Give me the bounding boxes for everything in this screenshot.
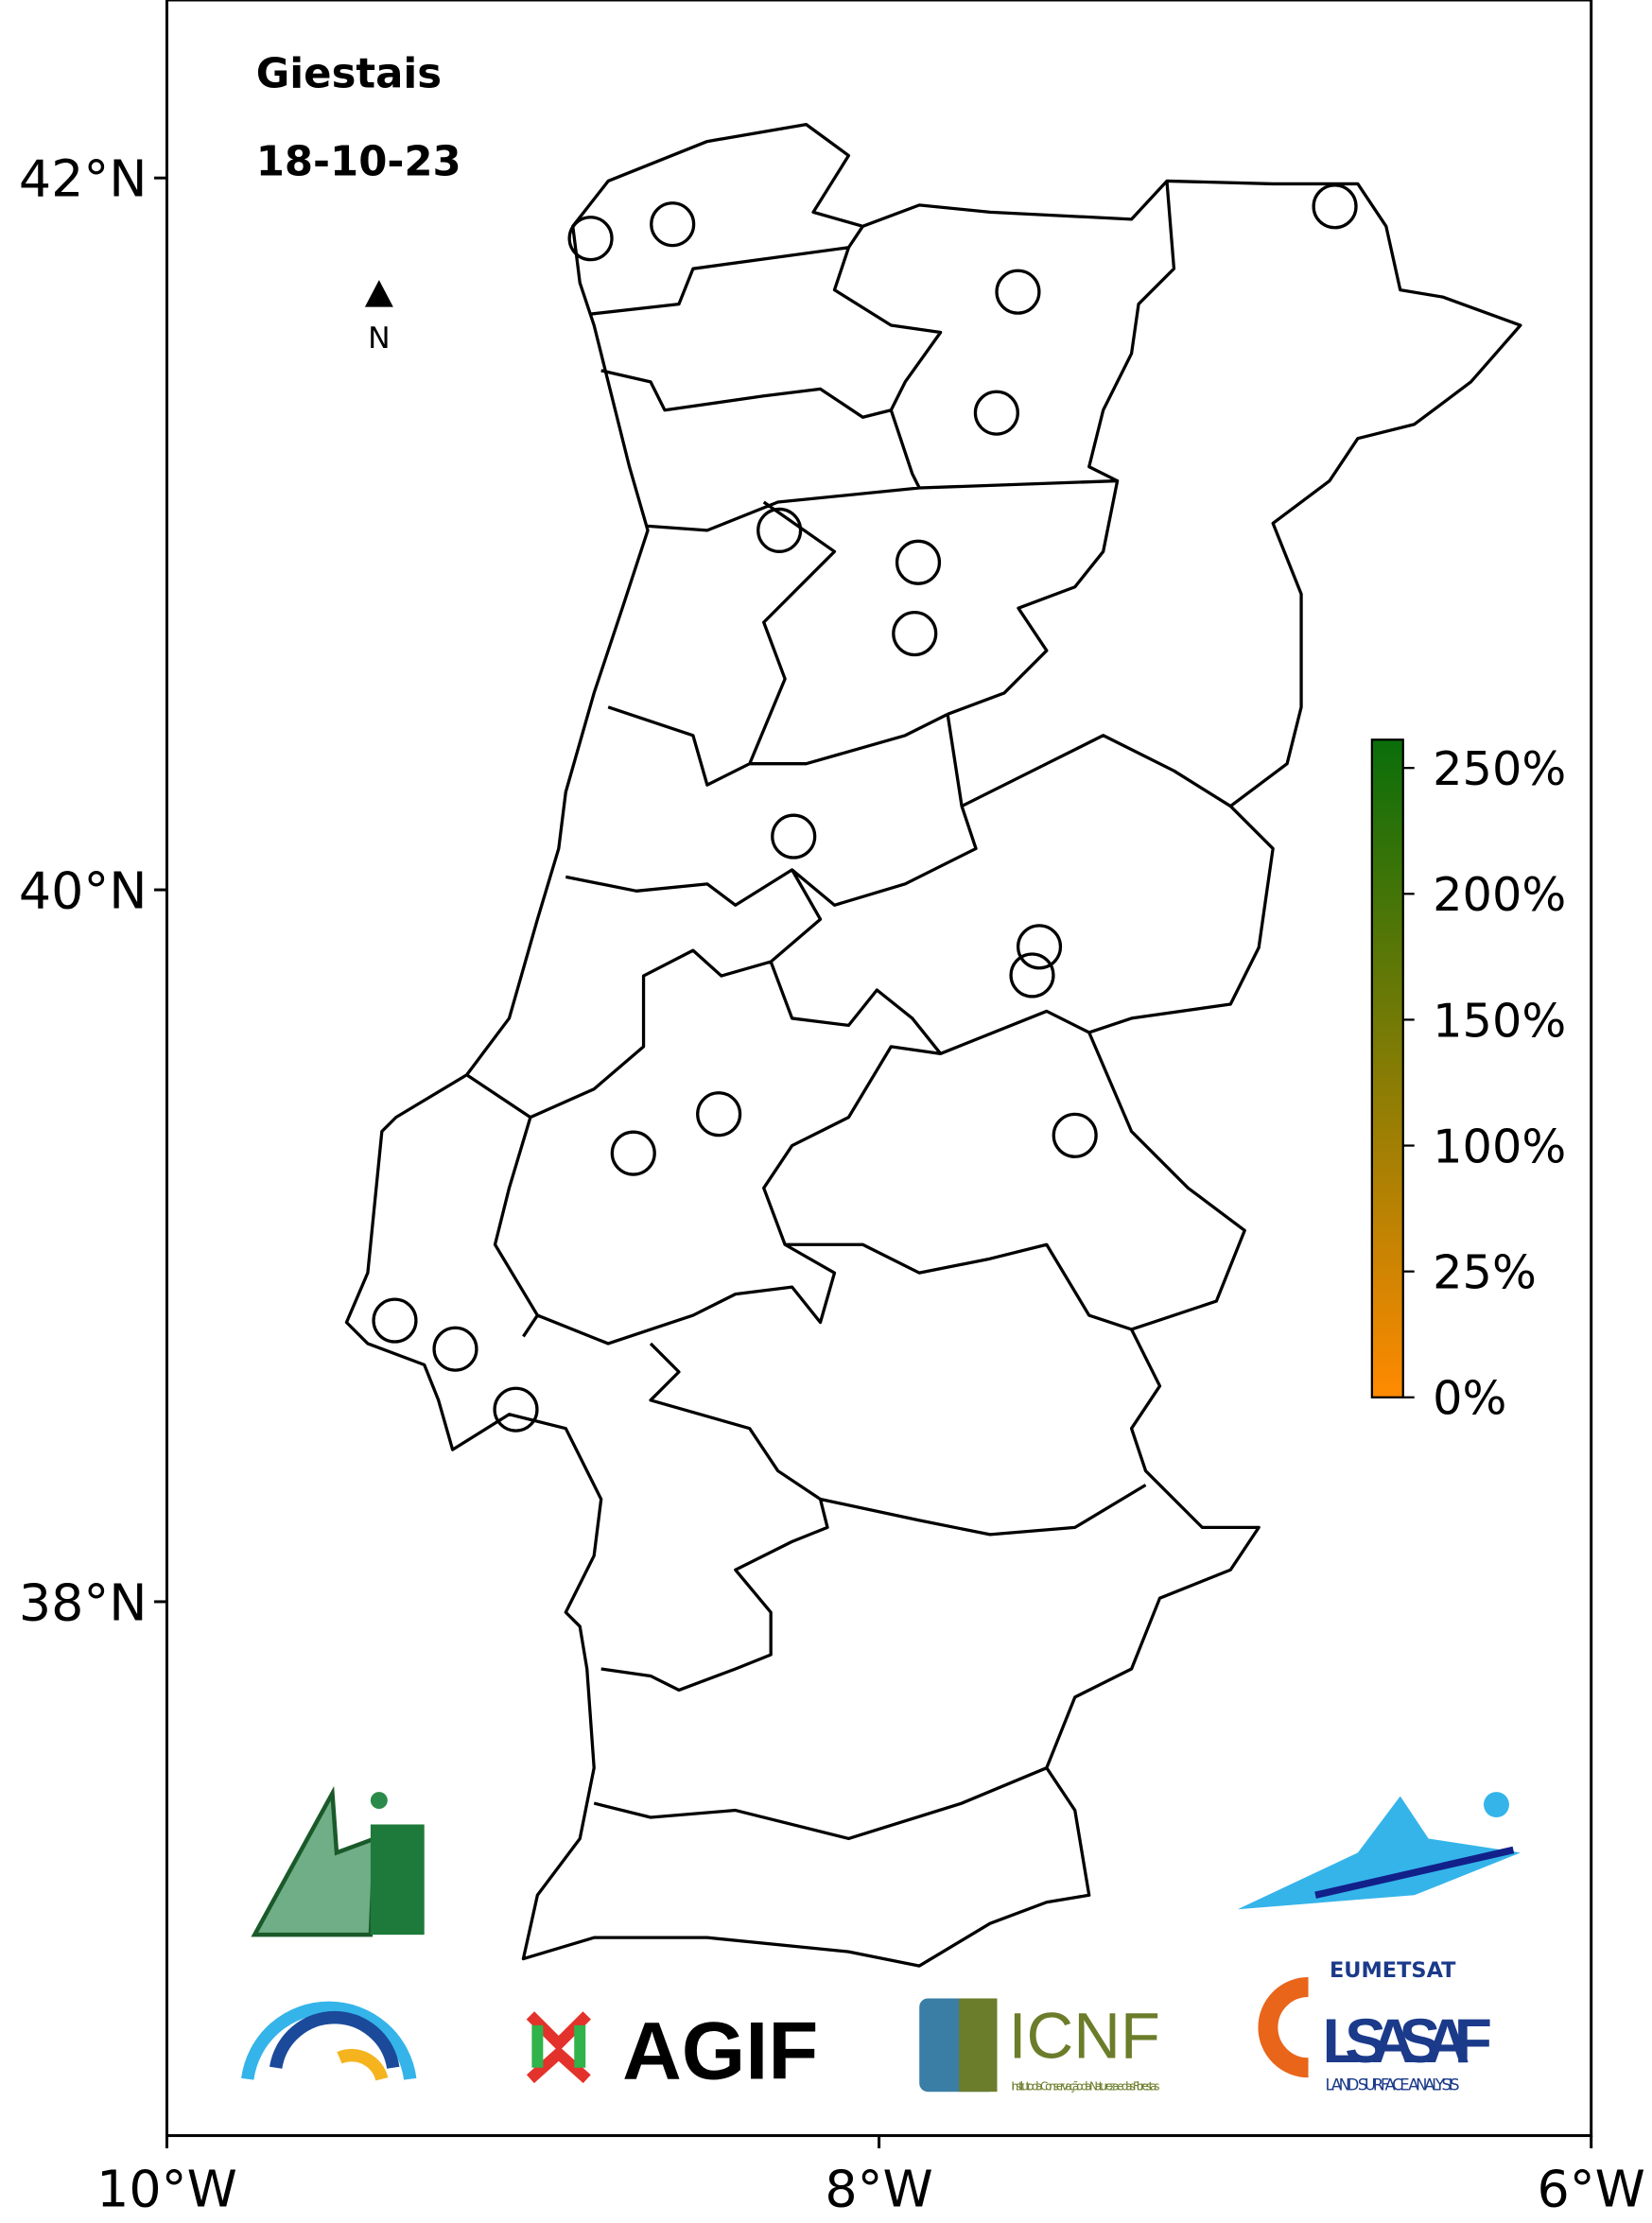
ceif-dot [370, 1792, 388, 1810]
station [973, 390, 1019, 436]
lsasaf-subtitle: LAND SURFACE ANALYSIS [1325, 2076, 1459, 2094]
station [1312, 183, 1358, 230]
y-tick-label: 38°N [19, 1572, 148, 1632]
adai-logo [1237, 1796, 1521, 1910]
x-tick-label: 10°W [96, 2159, 237, 2218]
district-borders [465, 181, 1232, 1841]
ceif-logo [251, 1785, 377, 1937]
ipma-arc-1 [241, 2001, 417, 2080]
colorbar-tick-label: 25% [1433, 1245, 1537, 1300]
station [372, 1297, 418, 1344]
ipma-arc-2 [270, 2010, 400, 2069]
eumetsat-text: EUMETSAT [1330, 1958, 1456, 1983]
station [892, 610, 938, 657]
ceif-letters [370, 1824, 425, 1936]
lsasaf-icon [1258, 1977, 1310, 2078]
agif-text: AGIF [622, 2006, 818, 2097]
station [771, 813, 817, 860]
station [493, 1386, 539, 1433]
adai-dot [1484, 1792, 1509, 1818]
station [895, 539, 942, 585]
station [696, 1091, 742, 1138]
colorbar-tick-label: 200% [1433, 867, 1566, 922]
colorbar-tick-label: 0% [1433, 1371, 1506, 1426]
station [1016, 924, 1063, 970]
agif-icon-2 [531, 2024, 586, 2068]
icnf-text: ICNF [1008, 1999, 1160, 2072]
logos: AGIF ICNF Instituto da Conservação da Na… [241, 1785, 1521, 2097]
y-tick-label: 40°N [19, 861, 148, 921]
adai-swoosh [1314, 1846, 1515, 1899]
lsasaf-text: LSA SAF [1322, 2006, 1491, 2075]
station [432, 1326, 478, 1372]
station [1009, 952, 1055, 999]
station [756, 507, 803, 553]
title: Giestais [256, 51, 442, 98]
station [610, 1130, 656, 1176]
country-outline [344, 122, 1522, 1968]
y-tick-label: 42°N [19, 149, 148, 209]
colorbar [1370, 738, 1404, 1398]
station [995, 269, 1041, 315]
north-arrow [364, 280, 393, 307]
station [1052, 1112, 1098, 1158]
colorbar-tick-label: 100% [1433, 1119, 1566, 1173]
x-tick-label: 6°W [1537, 2159, 1644, 2218]
ipma-arc-3 [337, 2048, 389, 2081]
station [650, 201, 696, 248]
agif-icon [526, 2011, 591, 2084]
x-tick-label: 8°W [825, 2159, 932, 2218]
colorbar-tick-label: 250% [1433, 741, 1566, 796]
station [567, 216, 614, 262]
colorbar-tick-label: 150% [1433, 993, 1566, 1048]
icnf-icon-2 [959, 1998, 998, 2093]
date: 18-10-23 [256, 138, 461, 185]
north-label: N [368, 321, 390, 356]
icnf-subtitle: Instituto da Conservação da Natureza e d… [1011, 2080, 1159, 2093]
